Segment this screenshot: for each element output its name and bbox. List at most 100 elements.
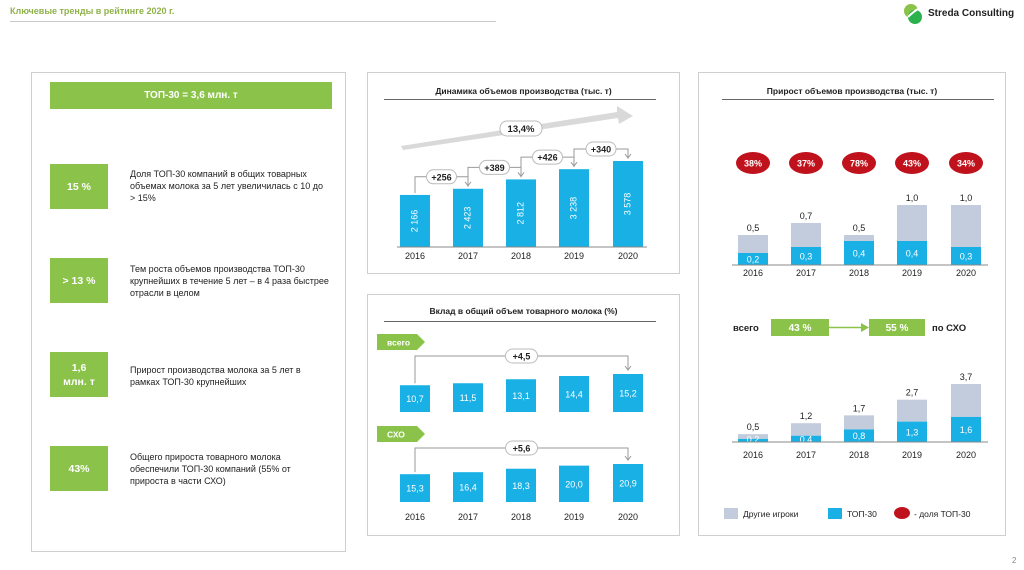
growth-lower-total-label: 2,7 [906, 388, 919, 398]
growth-upper-bar-others-2020 [951, 205, 981, 247]
production-bar-2017 [453, 188, 483, 247]
share-value-label: 16,4 [459, 483, 477, 493]
growth-lower-year-label: 2017 [796, 450, 816, 460]
share-value-label: 13,1 [512, 391, 530, 401]
kpi-value-growth: > 13 % [50, 258, 108, 303]
growth-share-bubble [736, 152, 770, 174]
growth-lower-total-label: 3,7 [960, 372, 973, 382]
production-increment-badge [585, 141, 617, 157]
growth-upper-total-label: 1,0 [906, 193, 919, 203]
growth-lower-bar-others-2019 [897, 399, 927, 422]
share-segment-tag [377, 334, 425, 350]
share-value-label: 18,3 [512, 481, 530, 491]
legend-swatch-share [894, 507, 910, 519]
share-value-label: 15,3 [406, 484, 424, 494]
growth-title: Прирост объемов производства (тыс. т) [766, 86, 938, 96]
production-value-label: 3 238 [568, 197, 578, 220]
production-year-label: 2018 [511, 251, 531, 261]
growth-middle-to-box [869, 319, 925, 336]
share-delta-arrowhead [624, 455, 632, 461]
growth-upper-top30-label: 0,4 [906, 249, 919, 259]
growth-lower-bar-top30-2020 [951, 416, 981, 442]
production-value-label: 2 812 [515, 202, 525, 225]
growth-upper-total-label: 0,7 [800, 211, 813, 221]
kpi-value-share: 15 % [50, 164, 108, 209]
growth-lower-bar-others-2020 [951, 384, 981, 417]
growth-share-label: 37% [797, 159, 815, 169]
growth-upper-total-label: 0,5 [747, 223, 760, 233]
legend-swatch-top30 [828, 508, 842, 519]
growth-middle-from-box [771, 319, 829, 336]
share-value-label: 20,9 [619, 479, 637, 489]
growth-upper-bar-top30-2019 [897, 241, 927, 265]
share-delta-badge [505, 348, 538, 364]
share-value-label: 11,5 [460, 393, 477, 403]
growth-lower-year-label: 2016 [743, 450, 763, 460]
growth-upper-bar-others-2017 [791, 223, 821, 247]
growth-upper-top30-label: 0,4 [853, 249, 866, 259]
share-year-label: 2020 [618, 512, 638, 522]
share-year-label: 2018 [511, 512, 531, 522]
growth-upper-bar-top30-2016 [738, 253, 768, 265]
growth-share-bubble [842, 152, 876, 174]
growth-middle-arrow-icon [861, 323, 869, 332]
production-cagr-badge [499, 120, 543, 137]
production-year-label: 2020 [618, 251, 638, 261]
growth-lower-total-label: 0,5 [747, 422, 760, 432]
production-bar-2018 [506, 179, 536, 247]
growth-lower-top30-label: 0,2 [747, 435, 760, 445]
growth-share-label: 78% [850, 159, 868, 169]
legend-swatch-others [724, 508, 738, 519]
page-number: 2 [1012, 556, 1017, 565]
share-value-label: 20,0 [565, 479, 583, 489]
share-delta-badge [505, 440, 538, 456]
growth-upper-year-label: 2018 [849, 268, 869, 278]
kpi-value-contribution: 43% [50, 446, 108, 491]
share-year-label: 2016 [405, 512, 425, 522]
share-segment-tag [377, 426, 425, 442]
production-cagr-label: 13,4% [508, 124, 535, 135]
growth-lower-top30-label: 0,4 [800, 434, 813, 444]
growth-share-label: 38% [744, 159, 762, 169]
production-increment-label: +340 [591, 145, 611, 155]
title-divider [10, 21, 496, 22]
production-dynamics-title: Динамика объемов производства (тыс. т) [435, 86, 612, 96]
share-delta-label: +4,5 [513, 352, 531, 362]
production-dynamics-chart: 2 166 2016 2 423 2017 2 812 2018 3 238 2019 3 57… [397, 106, 647, 261]
production-increment-arrowhead [624, 153, 632, 159]
growth-upper-top30-label: 0,3 [960, 252, 973, 262]
growth-share-label: 34% [957, 159, 975, 169]
growth-upper-bar-others-2016 [738, 235, 768, 253]
share-year-label: 2019 [564, 512, 584, 522]
share-segment-tag-label: всего [387, 338, 410, 348]
share-bar-всего-2019 [559, 376, 589, 412]
growth-upper-bar-top30-2018 [844, 241, 874, 265]
production-year-label: 2019 [564, 251, 584, 261]
growth-upper-year-label: 2016 [743, 268, 763, 278]
growth-lower-top30-label: 1,3 [906, 427, 919, 437]
share-segment-tag-label: СХО [387, 430, 405, 440]
growth-upper-bar-top30-2020 [951, 247, 981, 265]
production-bar-2019 [559, 169, 589, 247]
production-bar-2020 [613, 161, 643, 247]
production-year-label: 2016 [405, 251, 425, 261]
growth-upper-bar-top30-2017 [791, 247, 821, 265]
share-bar-всего-2018 [506, 379, 536, 412]
share-bar-СХО-2016 [400, 474, 430, 502]
growth-upper-top30-label: 0,2 [747, 255, 760, 265]
growth-upper-bar-others-2018 [844, 235, 874, 241]
growth-lower-year-label: 2020 [956, 450, 976, 460]
growth-upper-top30-label: 0,3 [800, 252, 813, 262]
growth-lower-bar-top30-2016 [738, 438, 768, 442]
share-contribution-chart: всего 10,7 11,5 13,1 14,4 15,2 +4,5 СХО 15,3 16,4… [377, 334, 643, 522]
growth-share-bubble [949, 152, 983, 174]
growth-title-underline [722, 99, 994, 100]
growth-lower-year-label: 2019 [902, 450, 922, 460]
growth-middle-to-label: 55 % [886, 323, 909, 334]
share-value-label: 15,2 [619, 389, 637, 399]
growth-upper-year-label: 2019 [902, 268, 922, 278]
logo-text: Streda Consulting [928, 8, 1015, 19]
growth-lower-top30-label: 1,6 [960, 425, 973, 435]
production-value-label: 2 166 [409, 210, 419, 233]
share-bar-всего-2017 [453, 383, 483, 412]
